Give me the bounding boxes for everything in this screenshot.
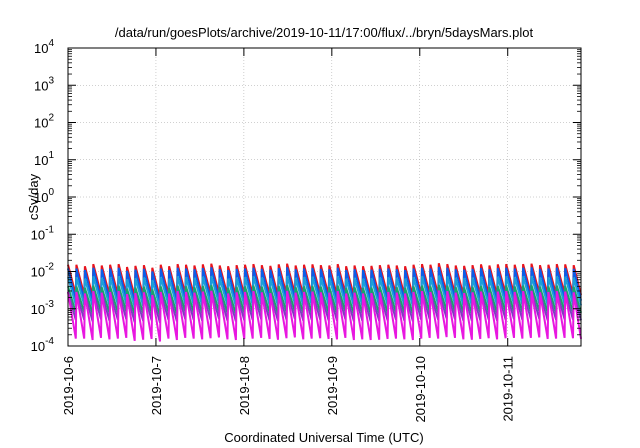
y-tick-label: 104 <box>34 38 54 56</box>
y-tick-exponent: -2 <box>45 262 54 273</box>
x-tick-label: 2019-10-9 <box>325 356 340 415</box>
chart-title: /data/run/goesPlots/archive/2019-10-11/1… <box>115 25 534 40</box>
y-tick-base: 10 <box>31 227 45 242</box>
plot-series <box>67 263 582 342</box>
y-tick-base: 10 <box>34 41 48 56</box>
y-tick-exponent: -3 <box>45 299 54 310</box>
y-tick-base: 10 <box>34 78 48 93</box>
y-tick-label: 10-2 <box>31 262 55 280</box>
series-line <box>67 290 582 342</box>
x-tick-label: 2019-10-8 <box>237 356 252 415</box>
series-line <box>67 284 582 316</box>
y-tick-label: 101 <box>34 150 54 168</box>
y-tick-exponent: 3 <box>48 75 54 86</box>
x-tick-label: 2019-10-10 <box>413 356 428 423</box>
axis-ticks <box>67 47 581 347</box>
y-tick-label: 10-3 <box>31 299 55 317</box>
y-tick-base: 10 <box>31 265 45 280</box>
y-tick-label: 102 <box>34 113 54 131</box>
y-tick-label: 100 <box>34 187 54 205</box>
series-line <box>67 266 582 304</box>
y-tick-base: 10 <box>34 153 48 168</box>
y-tick-label: 10-4 <box>31 336 55 354</box>
y-axis-label: cSv/day <box>26 173 41 220</box>
y-tick-base: 10 <box>31 302 45 317</box>
y-tick-exponent: 4 <box>48 38 54 49</box>
y-tick-exponent: 2 <box>48 113 54 124</box>
y-tick-base: 10 <box>34 190 48 205</box>
x-axis-label: Coordinated Universal Time (UTC) <box>224 430 423 445</box>
y-tick-exponent: 0 <box>48 187 54 198</box>
x-tick-label: 2019-10-11 <box>501 356 516 422</box>
y-tick-exponent: 1 <box>48 150 54 161</box>
y-tick-base: 10 <box>34 116 48 131</box>
y-tick-exponent: -1 <box>45 224 54 235</box>
y-tick-base: 10 <box>31 339 45 354</box>
y-tick-label: 103 <box>34 75 54 93</box>
y-tick-exponent: -4 <box>45 336 54 347</box>
x-tick-label: 2019-10-6 <box>61 356 76 415</box>
series-line <box>67 275 582 309</box>
y-tick-label: 10-1 <box>31 224 55 242</box>
x-tick-label: 2019-10-7 <box>149 356 164 415</box>
x-tick-labels: 2019-10-6 2019-10-7 2019-10-8 2019-10-9 2019… <box>61 356 516 423</box>
